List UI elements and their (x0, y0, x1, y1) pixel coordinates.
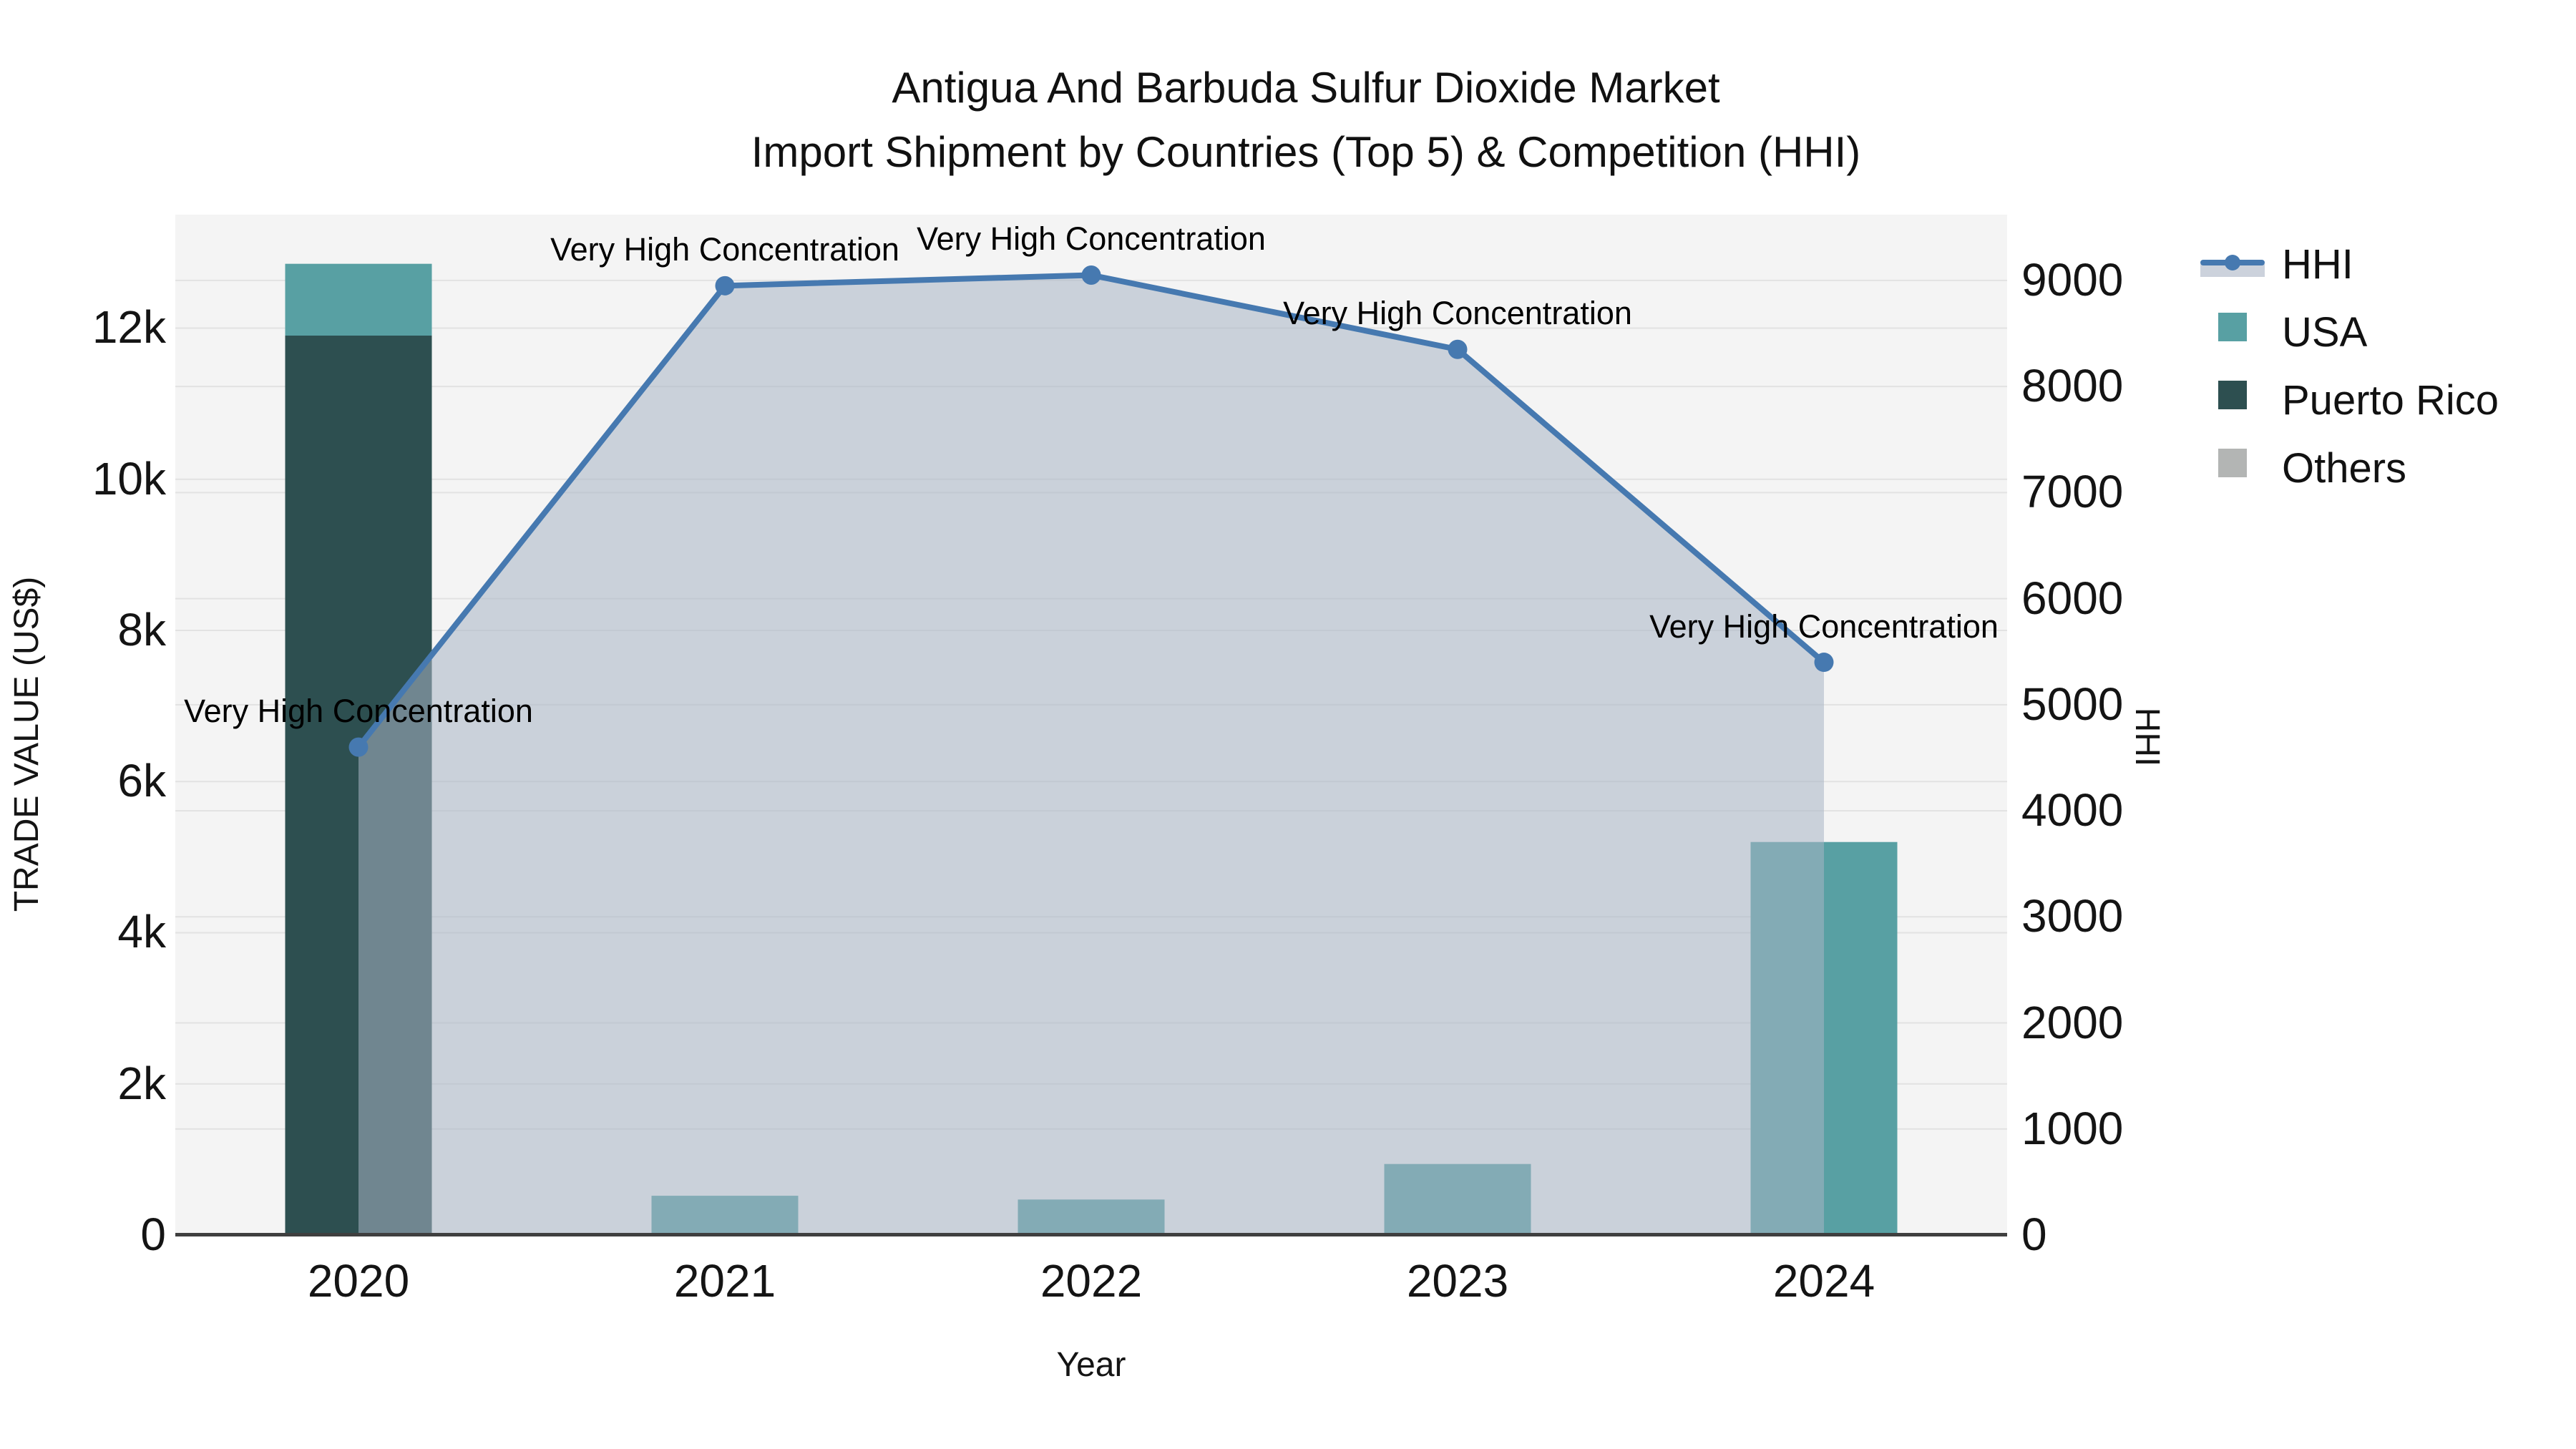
left-axis-title: TRADE VALUE (US$) (8, 576, 46, 912)
legend-color-icon (2218, 312, 2247, 341)
right-axis-tick: 9000 (2021, 253, 2124, 306)
legend-item-puerto-rico[interactable]: Puerto Rico (2200, 366, 2499, 434)
left-axis-tick: 12k (92, 301, 166, 353)
x-axis-tick: 2023 (1406, 1255, 1509, 1307)
x-axis-tick: 2020 (307, 1255, 410, 1307)
legend-item-usa[interactable]: USA (2200, 298, 2499, 366)
right-axis-tick: 2000 (2021, 996, 2124, 1048)
x-axis-tick: 2021 (673, 1255, 776, 1307)
chart-title-line1: Antigua And Barbuda Sulfur Dioxide Marke… (892, 64, 1720, 112)
x-axis-tick: 2024 (1772, 1255, 1875, 1307)
left-axis-tick: 4k (117, 906, 166, 958)
chart-title-line2: Import Shipment by Countries (Top 5) & C… (751, 128, 1861, 176)
right-axis-tick: 6000 (2021, 572, 2124, 624)
right-axis-tick: 0 (2021, 1209, 2047, 1260)
hhi-annotation-2020: Very High Concentration (184, 693, 533, 730)
legend-item-hhi[interactable]: HHI (2200, 230, 2499, 298)
x-axis-tick: 2022 (1040, 1255, 1143, 1307)
hhi-annotation-2022: Very High Concentration (917, 220, 1266, 258)
right-axis-tick: 8000 (2021, 360, 2124, 412)
legend-label: USA (2282, 309, 2368, 356)
x-axis-title: Year (1056, 1346, 1126, 1384)
legend-label: Others (2282, 445, 2407, 492)
left-axis-tick: 6k (117, 755, 166, 807)
right-axis-tick: 1000 (2021, 1102, 2124, 1154)
left-axis-tick: 8k (117, 603, 166, 655)
bar-usa-2020 (285, 263, 432, 336)
left-axis-tick: 2k (117, 1057, 166, 1109)
legend-color-icon (2218, 448, 2247, 477)
legend-label: Puerto Rico (2282, 377, 2499, 424)
legend-item-others[interactable]: Others (2200, 434, 2499, 502)
legend-marker-icon (2225, 254, 2240, 270)
right-axis-tick: 4000 (2021, 784, 2124, 836)
hhi-annotation-2023: Very High Concentration (1283, 295, 1632, 332)
left-axis-tick: 0 (140, 1209, 166, 1260)
hhi-marker-2020 (348, 737, 369, 757)
legend-color-icon (2218, 380, 2247, 409)
x-axis-line (175, 1233, 2007, 1236)
legend-square-swatch (2200, 380, 2265, 421)
hhi-marker-2021 (715, 275, 735, 296)
legend-area-band (2200, 263, 2265, 277)
chart-title: Antigua And Barbuda Sulfur Dioxide Marke… (179, 56, 2433, 185)
legend-square-swatch (2200, 448, 2265, 489)
legend: HHI USA Puerto Rico Others (2200, 230, 2499, 502)
right-axis-tick: 7000 (2021, 466, 2124, 518)
hhi-marker-2023 (1448, 339, 1468, 359)
right-axis-tick: 3000 (2021, 890, 2124, 942)
right-axis-tick: 5000 (2021, 678, 2124, 730)
left-axis-tick: 10k (92, 452, 166, 504)
hhi-area (358, 275, 1824, 1236)
legend-square-swatch (2200, 312, 2265, 353)
hhi-annotation-2021: Very High Concentration (550, 231, 899, 268)
hhi-marker-2024 (1814, 653, 1834, 673)
hhi-annotation-2024: Very High Concentration (1649, 608, 1999, 645)
legend-label: HHI (2282, 241, 2353, 288)
right-axis-title: HHI (2128, 707, 2166, 767)
hhi-marker-2022 (1081, 265, 1101, 285)
legend-line-swatch (2200, 245, 2265, 285)
